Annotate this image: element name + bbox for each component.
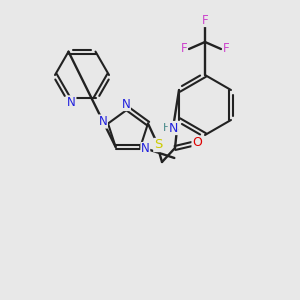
Text: N: N	[67, 96, 76, 109]
Text: F: F	[181, 43, 187, 56]
Text: H: H	[163, 123, 171, 133]
Text: F: F	[202, 14, 208, 26]
Text: F: F	[223, 43, 229, 56]
Text: S: S	[154, 139, 162, 152]
Text: O: O	[192, 136, 202, 149]
Text: N: N	[168, 122, 178, 134]
Text: N: N	[141, 142, 150, 155]
Text: N: N	[99, 115, 107, 128]
Text: N: N	[122, 98, 130, 110]
